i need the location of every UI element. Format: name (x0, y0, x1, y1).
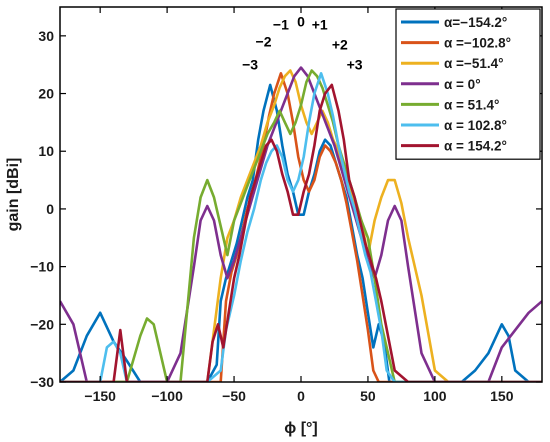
series-line-5 (60, 72, 542, 382)
y-axis-label: gain [dBi] (5, 158, 22, 232)
legend-entry-label: α=−154.2° (444, 15, 507, 30)
beam-index-label: 0 (297, 13, 305, 29)
y-tick-label: −30 (30, 374, 54, 390)
series-line-0 (60, 83, 542, 382)
beam-index-label: +1 (312, 16, 328, 32)
x-tick-label: 100 (423, 388, 447, 404)
beam-index-label: −1 (273, 16, 289, 32)
series-line-4 (60, 69, 542, 382)
legend-entry-label: α = 154.2° (444, 139, 507, 154)
beam-index-label: −3 (242, 57, 258, 73)
x-tick-label: −100 (151, 388, 183, 404)
series-line-6 (60, 83, 542, 382)
legend-entry-label: α =−51.4° (444, 56, 504, 71)
legend-entry-label: α = 0° (444, 77, 481, 92)
x-tick-label: 50 (360, 388, 376, 404)
legend-entry-label: α = 102.8° (444, 118, 507, 133)
y-tick-label: 30 (38, 28, 54, 44)
x-tick-label: 150 (490, 388, 514, 404)
beam-index-label: −2 (256, 34, 272, 50)
series-line-3 (60, 66, 542, 382)
x-tick-label: 0 (297, 388, 305, 404)
x-tick-label: −150 (84, 388, 116, 404)
y-tick-label: −10 (30, 259, 54, 275)
y-tick-label: 0 (46, 201, 54, 217)
series-layer (60, 66, 542, 382)
y-tick-label: 20 (38, 86, 54, 102)
x-axis-label: ϕ [°] (284, 420, 318, 437)
legend-entry-label: α = 51.4° (444, 97, 499, 112)
x-tick-label: −50 (222, 388, 246, 404)
beam-index-label: +3 (347, 57, 363, 73)
annotations-layer: −3 −2−1 0 +1+2 +3 (242, 13, 363, 72)
y-tick-label: 10 (38, 143, 54, 159)
legend: α=−154.2° α =−102.8° α =−51.4° α = 0° α = 51… (395, 8, 541, 160)
beam-index-label: +2 (332, 37, 348, 53)
y-tick-label: −20 (30, 316, 54, 332)
legend-entry-label: α =−102.8° (444, 36, 511, 51)
